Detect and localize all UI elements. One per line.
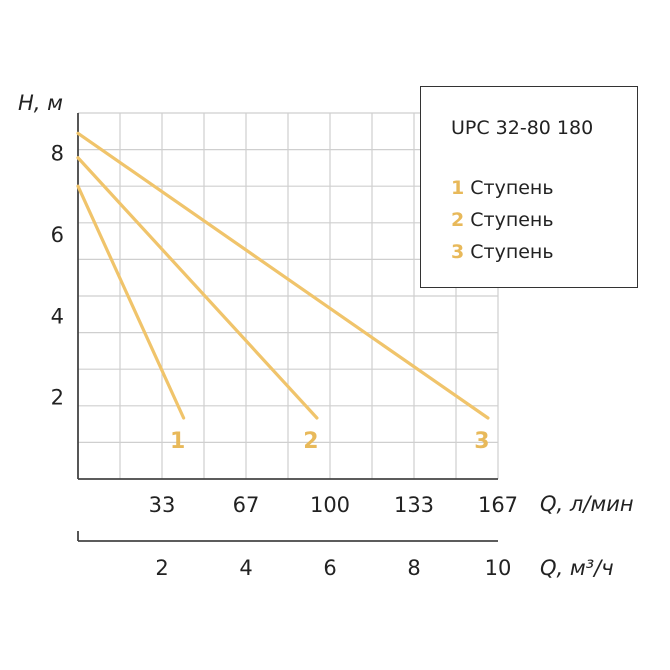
x2-axis-title: Q, м³/ч: [540, 556, 614, 580]
x-axis-title: Q, л/мин: [540, 492, 634, 516]
x2-tick-label: 4: [239, 556, 252, 580]
y-tick-label: 6: [51, 223, 64, 247]
legend-item-2: 2 Ступень: [451, 209, 554, 231]
series-line-2: [76, 156, 319, 420]
legend-label-1: Ступень: [470, 177, 554, 199]
legend: UPC 32-80 180 1 Ступень 2 Ступень 3 Ступень: [420, 86, 638, 288]
x2-tick-label: 8: [407, 556, 420, 580]
y-tick-label: 8: [51, 142, 64, 166]
legend-number-1: 1: [451, 177, 465, 199]
series-line-3: [76, 131, 490, 420]
legend-title: UPC 32-80 180: [451, 117, 594, 139]
y-tick-label: 2: [51, 386, 64, 410]
legend-item-3: 3 Ступень: [451, 241, 554, 263]
x-tick-label: 100: [310, 493, 350, 517]
legend-label-2: Ступень: [470, 209, 554, 231]
series-end-label-3: 3: [474, 429, 489, 454]
series-line-1: [76, 184, 186, 420]
x-tick-label: 167: [478, 493, 518, 517]
x2-tick-label: 10: [485, 556, 512, 580]
series-end-label-2: 2: [303, 429, 318, 454]
x2-tick-label: 2: [155, 556, 168, 580]
series-end-label-1: 1: [170, 429, 185, 454]
x2-tick-label: 6: [323, 556, 336, 580]
legend-label-3: Ступень: [470, 241, 554, 263]
legend-item-1: 1 Ступень: [451, 177, 554, 199]
y-axis-title: H, м: [18, 91, 63, 115]
series-lines: 1 2 3: [76, 131, 490, 454]
legend-number-3: 3: [451, 241, 465, 263]
x-tick-label: 33: [149, 493, 176, 517]
x-tick-label: 67: [233, 493, 260, 517]
legend-number-2: 2: [451, 209, 465, 231]
y-tick-label: 4: [51, 304, 64, 328]
x-tick-label: 133: [394, 493, 434, 517]
axis-labels: H, м Q, л/мин Q, м³/ч: [18, 91, 634, 580]
